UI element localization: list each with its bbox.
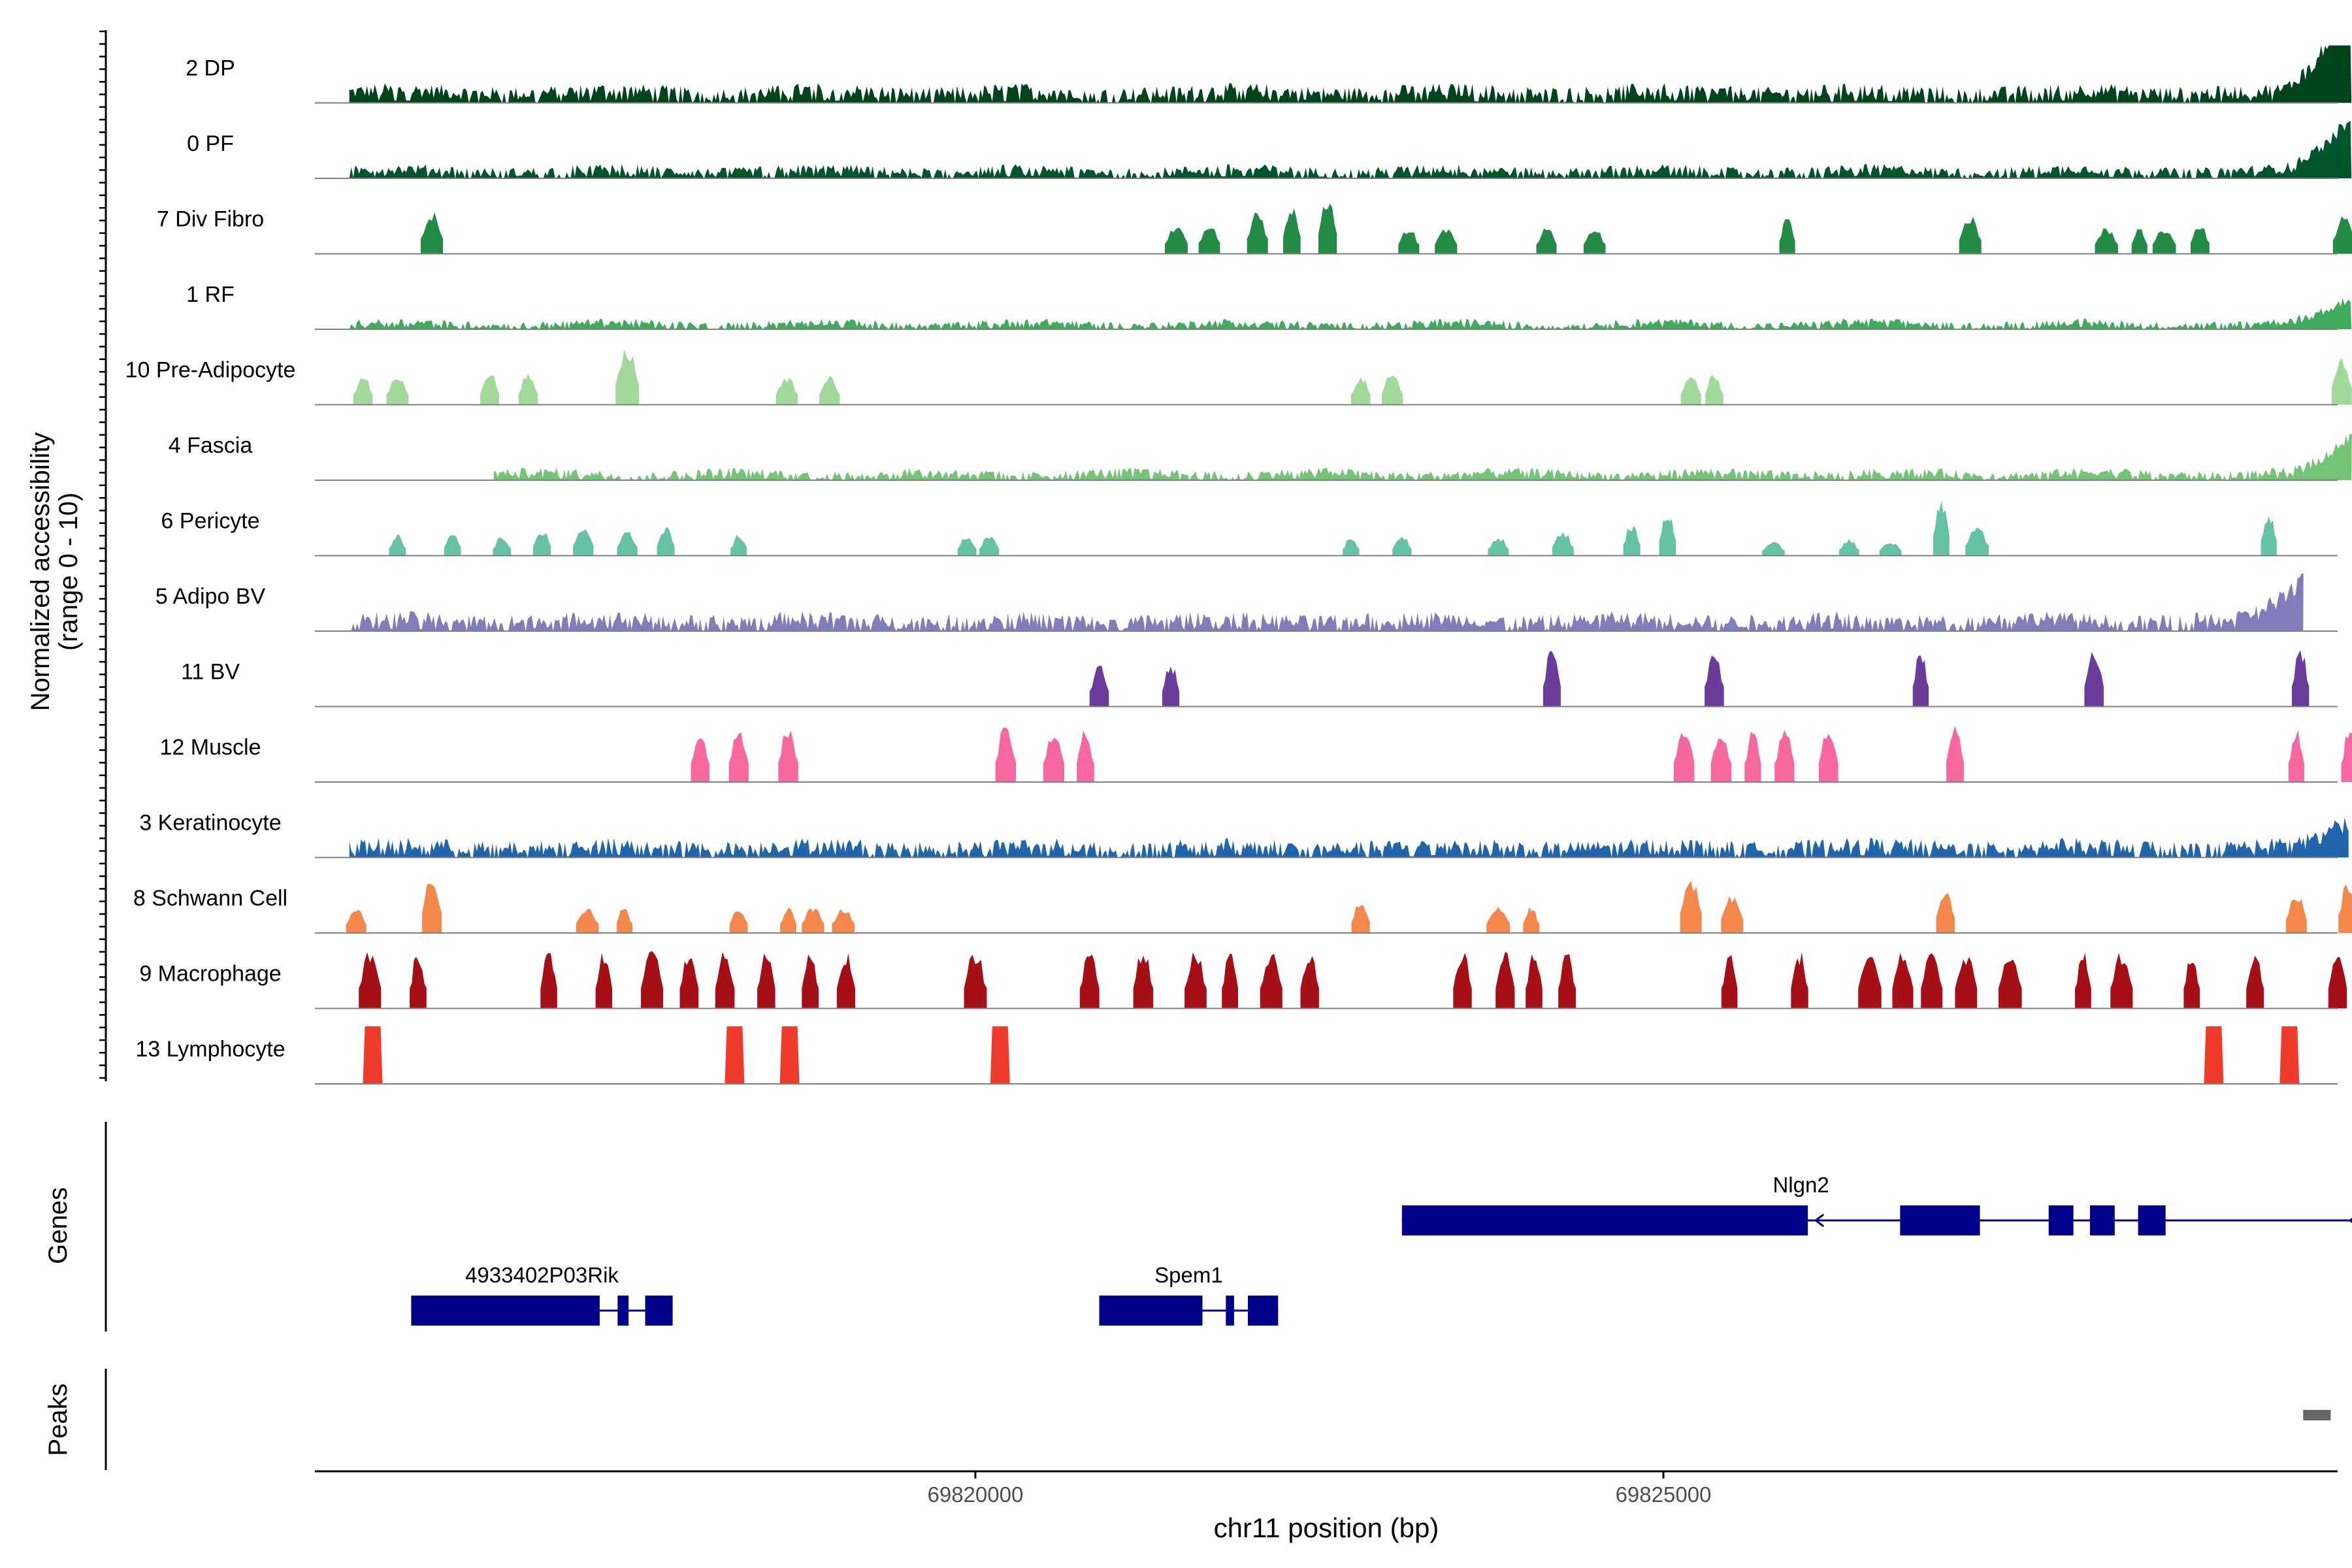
track-signal	[349, 298, 2352, 329]
track-label: 2 DP	[186, 56, 235, 81]
track-signal	[346, 881, 2352, 933]
coverage-tracks: 2 DP 0 PF 7 Div Fibro 1 RF 10 Pre-Adipocyte 4…	[99, 30, 2352, 1085]
track-4-fascia: 4 Fascia	[169, 433, 2352, 481]
track-label: 7 Div Fibro	[157, 207, 264, 232]
gene-exon	[1248, 1296, 1279, 1326]
genes-panel: Nlgn2 4933402P03Rik Spem1	[105, 1122, 2352, 1331]
gene-strand-arrow	[1254, 1303, 1264, 1318]
track-label: 9 Macrophage	[139, 962, 281, 987]
track-label: 0 PF	[187, 131, 234, 156]
track-signal	[389, 500, 2277, 556]
track-signal	[349, 121, 2352, 178]
gene-nlgn2: Nlgn2	[1401, 1173, 2352, 1235]
gene-strand-arrow	[1814, 1213, 1825, 1228]
track-label: 11 BV	[181, 660, 240, 685]
peaks-ylabel: Peaks	[44, 1383, 73, 1456]
track-0-pf: 0 PF	[187, 121, 2352, 179]
x-axis: 69820000 69825000	[315, 1470, 2338, 1507]
gene-exon	[2089, 1205, 2115, 1235]
gene-exon	[1226, 1296, 1234, 1326]
track-label: 10 Pre-Adipocyte	[125, 358, 296, 383]
gene-strand-arrow	[2348, 1217, 2352, 1224]
gene-exon	[1401, 1205, 1808, 1235]
track-label: 8 Schwann Cell	[133, 886, 287, 911]
gene-exon	[617, 1296, 629, 1326]
x-tick-label: 69820000	[927, 1482, 1023, 1507]
track-3-keratinocyte: 3 Keratinocyte	[139, 811, 2349, 858]
gene-spem1: Spem1	[1099, 1263, 1279, 1326]
track-2-dp: 2 DP	[186, 45, 2352, 104]
x-tick-label: 69825000	[1616, 1482, 1712, 1507]
gene-label: Nlgn2	[1772, 1173, 1829, 1197]
gene-exon	[2138, 1205, 2166, 1235]
peak-region	[2303, 1410, 2331, 1420]
gene-label: 4933402P03Rik	[465, 1263, 619, 1287]
track-label: 3 Keratinocyte	[139, 811, 281, 836]
track-label: 13 Lymphocyte	[135, 1037, 285, 1062]
track-label: 4 Fascia	[169, 433, 253, 458]
x-axis-label: chr11 position (bp)	[1214, 1512, 1439, 1543]
gene-exon	[645, 1296, 673, 1326]
track-13-lymphocyte: 13 Lymphocyte	[135, 1026, 2338, 1085]
coverage-ylabel-range: (range 0 - 10)	[54, 493, 83, 651]
track-1-rf: 1 RF	[186, 282, 2352, 330]
track-7-div-fibro: 7 Div Fibro	[157, 203, 2352, 255]
track-12-muscle: 12 Muscle	[160, 725, 2352, 783]
gene-exon	[411, 1296, 600, 1326]
gene-exon	[2048, 1205, 2074, 1235]
gene-exon	[1099, 1296, 1203, 1326]
track-signal	[421, 203, 2352, 254]
gene-label: Spem1	[1154, 1263, 1223, 1287]
panel-labels: Normalized accessibility (range 0 - 10) …	[26, 433, 1439, 1543]
track-11-bv: 11 BV	[181, 650, 2338, 708]
track-label: 6 Pericyte	[161, 509, 259, 534]
genes-ylabel: Genes	[44, 1187, 73, 1264]
track-signal	[353, 349, 2352, 405]
coverage-ylabel: Normalized accessibility	[26, 433, 55, 711]
track-label: 5 Adipo BV	[155, 584, 266, 609]
track-8-schwann-cell: 8 Schwann Cell	[133, 881, 2352, 934]
gene-exon	[1900, 1205, 1980, 1235]
track-label: 12 Muscle	[160, 735, 261, 760]
track-5-adipo-bv: 5 Adipo BV	[155, 574, 2338, 632]
track-signal	[349, 817, 2349, 858]
track-signal	[349, 45, 2352, 103]
gene-4933402p03rik: 4933402P03Rik	[411, 1263, 673, 1326]
track-label: 1 RF	[186, 282, 235, 307]
track-10-pre-adipocyte: 10 Pre-Adipocyte	[125, 349, 2352, 406]
track-9-macrophage: 9 Macrophage	[139, 951, 2347, 1009]
peaks-panel	[105, 1369, 2331, 1470]
track-signal	[349, 574, 2304, 631]
track-6-pericyte: 6 Pericyte	[161, 500, 2338, 557]
